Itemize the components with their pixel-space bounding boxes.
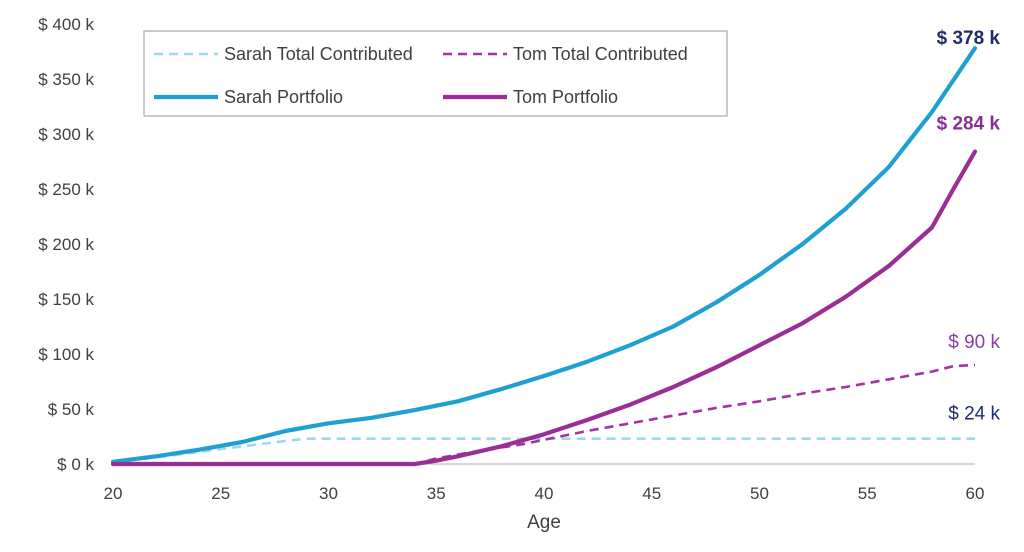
legend-label: Sarah Portfolio xyxy=(224,87,343,107)
legend-label: Tom Portfolio xyxy=(513,87,618,107)
x-tick-label: 20 xyxy=(104,484,123,503)
x-tick-label: 60 xyxy=(966,484,985,503)
x-tick-label: 35 xyxy=(427,484,446,503)
series-line-sarah-total-contributed xyxy=(112,437,975,464)
x-tick-label: 30 xyxy=(319,484,338,503)
x-tick-label: 25 xyxy=(211,484,230,503)
legend: Sarah Total Contributed Tom Total Contrib… xyxy=(143,30,728,117)
end-labels: $ 378 k $ 284 k $ 90 k $ 24 k xyxy=(937,28,1001,424)
x-tick-label: 55 xyxy=(858,484,877,503)
y-tick-label: $ 100 k xyxy=(38,345,94,364)
x-tick-label: 50 xyxy=(750,484,769,503)
y-tick-label: $ 350 k xyxy=(38,70,94,89)
end-value-label: $ 378 k xyxy=(937,28,1001,49)
end-value-label: $ 24 k xyxy=(948,404,1000,425)
y-tick-label: $ 200 k xyxy=(38,235,94,254)
x-axis-title: Age xyxy=(527,512,561,533)
legend-label: Tom Total Contributed xyxy=(513,44,688,64)
x-tick-label: 40 xyxy=(535,484,554,503)
y-tick-label: $ 50 k xyxy=(48,400,95,419)
legend-box xyxy=(143,30,728,117)
end-value-label: $ 90 k xyxy=(948,332,1000,353)
y-tick-label: $ 400 k xyxy=(38,15,94,34)
series-layer xyxy=(110,46,978,467)
y-tick-label: $ 150 k xyxy=(38,290,94,309)
y-axis-ticks: $ 0 k $ 50 k $ 100 k $ 150 k $ 200 k $ 250 k $… xyxy=(38,15,94,474)
x-axis-ticks: 20 25 30 35 40 45 50 55 60 xyxy=(104,484,985,503)
series-line-tom-portfolio xyxy=(110,149,978,467)
y-tick-label: $ 0 k xyxy=(57,455,94,474)
series-line-tom-total-contributed xyxy=(113,363,976,466)
y-tick-label: $ 250 k xyxy=(38,180,94,199)
series-line-sarah-portfolio xyxy=(110,46,978,464)
end-value-label: $ 284 k xyxy=(937,114,1001,135)
legend-label: Sarah Total Contributed xyxy=(224,44,413,64)
x-tick-label: 45 xyxy=(642,484,661,503)
y-tick-label: $ 300 k xyxy=(38,125,94,144)
